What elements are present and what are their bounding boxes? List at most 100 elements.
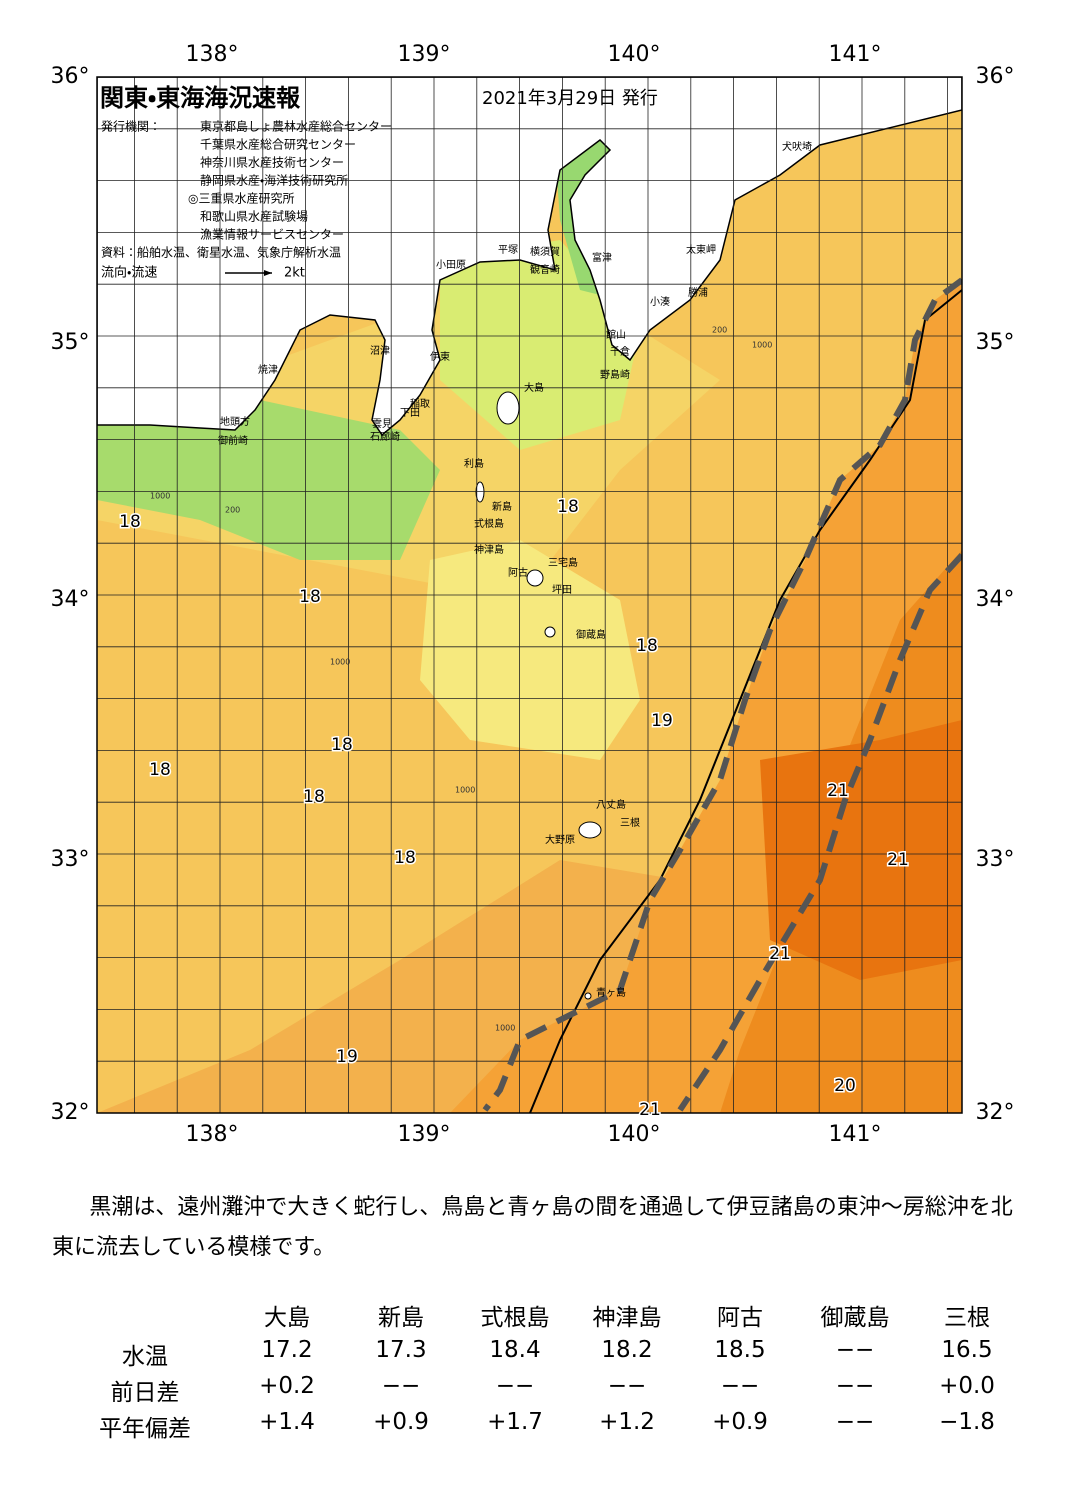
column-header: 神津島 — [592, 1305, 662, 1331]
isotherm-label: 18 — [303, 787, 325, 807]
table-cell: +1.2 — [599, 1409, 655, 1435]
issuer: 神奈川県水産技術センター — [200, 155, 344, 170]
column-header: 阿古 — [717, 1305, 763, 1331]
table-cell: −− — [835, 1409, 875, 1435]
place-label: 太東岬 — [686, 243, 716, 256]
issuer: 千葉県水産総合研究センター — [200, 137, 356, 152]
row-label: 前日差 — [110, 1380, 180, 1406]
issuers-label: 発行機関： — [101, 120, 161, 134]
depth-label: 1000 — [752, 341, 772, 350]
lon-label: 140° — [608, 1122, 661, 1147]
place-label: 三根 — [620, 816, 640, 829]
table-cell: +1.4 — [259, 1409, 315, 1435]
map: 関東・東海海況速報 2021年3月29日 発行 発行機関： 東京都島しょ農林水産… — [51, 42, 1015, 1147]
table-cell: +0.0 — [939, 1373, 995, 1399]
table-cell: 18.5 — [714, 1337, 766, 1363]
place-label: 犬吠埼 — [782, 140, 812, 153]
place-label: 下田 — [400, 408, 420, 419]
place-label: 勝浦 — [688, 286, 708, 299]
legend-arrowhead — [264, 270, 272, 276]
lon-label: 140° — [608, 42, 661, 67]
lon-label: 141° — [829, 42, 882, 67]
depth-label: 1000 — [150, 492, 170, 501]
place-label: 御蔵島 — [576, 628, 606, 641]
table-cell: +1.7 — [487, 1409, 543, 1435]
lat-label: 36° — [976, 64, 1015, 89]
table-cell: 16.5 — [941, 1337, 993, 1363]
place-label: 小田原 — [436, 259, 466, 271]
place-label: 御前崎 — [218, 434, 248, 447]
isotherm-label: 18 — [636, 636, 658, 656]
column-header: 三根 — [944, 1305, 990, 1331]
column-header: 大島 — [264, 1305, 310, 1331]
place-label: 八丈島 — [596, 798, 626, 811]
depth-label: 1000 — [495, 1024, 515, 1033]
depth-label: 200 — [712, 326, 727, 335]
kuroshio-axis — [677, 552, 962, 1112]
lat-label: 35° — [51, 330, 90, 355]
isotherm-label: 18 — [331, 735, 353, 755]
issuer: 和歌山県水産試験場 — [200, 209, 308, 224]
place-label: 千倉 — [610, 346, 630, 358]
map-frame — [96, 76, 963, 1114]
place-label: 稲取 — [410, 398, 430, 410]
isotherm-labels: 18 18 18 18 18 18 18 18 19 19 21 21 21 2… — [118, 496, 911, 1122]
lon-label: 138° — [186, 1122, 239, 1147]
isotherm-label: 19 — [651, 711, 673, 731]
sea-temperature-fill — [97, 77, 962, 1113]
depth-label: 1000 — [330, 658, 350, 667]
isotherm-label: 18 — [299, 587, 321, 607]
isotherm-label: 19 — [336, 1047, 358, 1067]
lon-label: 139° — [398, 42, 451, 67]
lat-label: 32° — [51, 1100, 90, 1125]
column-header: 式根島 — [480, 1305, 550, 1331]
lat-label: 34° — [976, 587, 1015, 612]
table-cell: −− — [835, 1373, 875, 1399]
place-label: 石廊崎 — [370, 430, 400, 443]
isotherm-label: 21 — [827, 781, 849, 801]
isotherm-label: 21 — [769, 944, 791, 964]
place-label: 焼津 — [258, 364, 278, 376]
table-cell: 17.2 — [261, 1337, 313, 1363]
source: 資料：船舶水温、衛星水温、気象庁解析水温 — [101, 245, 341, 260]
place-label: 青ヶ島 — [596, 986, 626, 999]
depth-label: 200 — [225, 506, 240, 515]
row-label: 水温 — [122, 1344, 168, 1370]
place-label: 小湊 — [650, 295, 670, 308]
lon-label: 139° — [398, 1122, 451, 1147]
lat-label: 35° — [976, 330, 1015, 355]
place-label: 坪田 — [552, 583, 572, 596]
place-label: 阿古 — [508, 566, 528, 579]
lat-label: 33° — [976, 847, 1015, 872]
kuroshio-axis — [482, 277, 962, 1112]
isotherm-label: 18 — [149, 760, 171, 780]
depth-label: 1000 — [455, 786, 475, 795]
table-cell: +0.9 — [712, 1409, 768, 1435]
date: 2021年3月29日 発行 — [482, 88, 658, 109]
column-header: 新島 — [378, 1305, 424, 1331]
isotherm-label: 18 — [394, 848, 416, 868]
table-cell: −− — [495, 1373, 535, 1399]
summary: 黒潮は、遠州灘沖で大きく蛇行し、鳥島と青ヶ島の間を通過して伊豆諸島の東沖～房総沖… — [52, 1195, 1013, 1260]
lat-label: 36° — [51, 64, 90, 89]
isotherm-label: 18 — [119, 512, 141, 532]
table-cell: −− — [720, 1373, 760, 1399]
lat-label: 33° — [51, 847, 90, 872]
place-label: 利島 — [464, 457, 484, 470]
place-label: 三宅島 — [548, 556, 578, 569]
lon-label: 138° — [186, 42, 239, 67]
place-label: 富津 — [592, 251, 612, 264]
place-label: 地頭方 — [220, 415, 250, 428]
place-label: 新島 — [492, 500, 512, 513]
place-labels: 犬吠埼 太東岬 勝浦 小湊 富津 横須賀 観音崎 平塚 小田原 館山 千倉 野島… — [218, 140, 812, 999]
place-label: 館山 — [606, 328, 626, 341]
legend-speed: 2kt — [284, 266, 305, 281]
column-header: 御蔵島 — [820, 1305, 890, 1331]
lon-label: 141° — [829, 1122, 882, 1147]
title: 関東・東海海況速報 — [100, 84, 301, 112]
isotherm-label: 20 — [834, 1076, 856, 1096]
place-label: 横須賀 — [530, 245, 560, 258]
place-label: 雲見 — [372, 418, 392, 430]
issuer: 漁業情報サービスセンター — [200, 228, 344, 242]
